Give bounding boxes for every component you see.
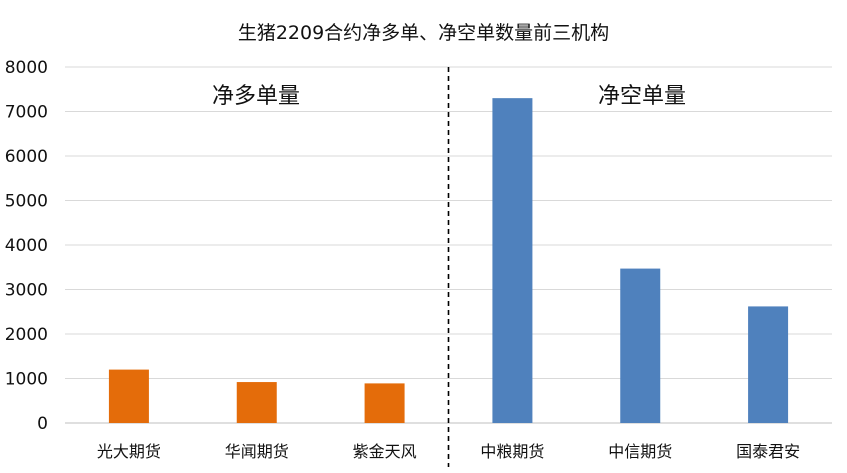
bar [748, 306, 789, 423]
bar [492, 98, 533, 424]
bar [236, 382, 277, 423]
x-tick-label: 中信期货 [608, 442, 672, 461]
y-tick-label: 3000 [5, 281, 48, 301]
x-tick-label: 中粮期货 [480, 442, 544, 461]
y-tick-label: 8000 [5, 58, 48, 78]
y-tick-label: 6000 [5, 147, 48, 167]
bar [620, 268, 661, 423]
y-tick-label: 2000 [5, 325, 48, 345]
group-label-net-short: 净空单量 [598, 84, 687, 109]
x-tick-label: 华闻期货 [225, 442, 289, 461]
y-tick-label: 1000 [5, 370, 48, 390]
y-tick-label: 7000 [5, 103, 48, 123]
x-tick-label: 紫金天风 [353, 442, 417, 461]
y-tick-label: 5000 [5, 192, 48, 212]
y-tick-label: 0 [37, 414, 48, 434]
group-label-net-long: 净多单量 [212, 84, 301, 109]
y-tick-label: 4000 [5, 236, 48, 256]
x-tick-label: 国泰君安 [736, 442, 800, 461]
chart-title: 生猪2209合约净多单、净空单数量前三机构 [237, 22, 610, 44]
x-tick-label: 光大期货 [97, 442, 161, 461]
bar [108, 369, 149, 423]
bar [364, 383, 405, 423]
